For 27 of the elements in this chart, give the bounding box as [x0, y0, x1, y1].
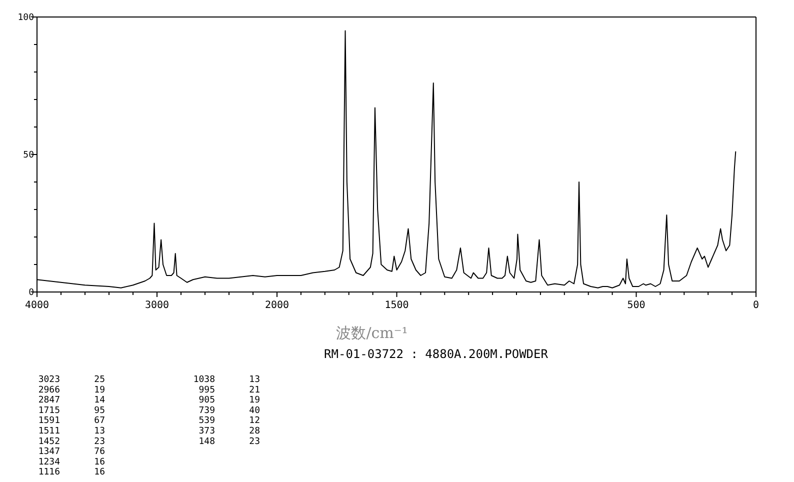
peak-table: 1511 13	[38, 426, 105, 436]
peak-table: 1116 16	[38, 468, 105, 478]
x-tick-label: 2000	[264, 300, 290, 311]
peak-table: 995 21	[198, 385, 260, 396]
peak-table: 739 40	[198, 406, 260, 416]
peak-table: 539 12	[198, 416, 260, 426]
peak-table: 3023 25	[38, 375, 105, 385]
peak-table: 1591 67	[38, 416, 105, 426]
y-tick-label: 50	[23, 150, 34, 160]
peak-table: 905 19	[198, 396, 260, 406]
peak-table: 373 28	[198, 426, 260, 436]
x-tick-label: 4000	[24, 300, 50, 311]
x-tick-label: 500	[627, 300, 646, 311]
peak-table: 1347 76	[38, 447, 105, 458]
x-tick-label: 0	[752, 300, 760, 311]
peak-table: 1452 23	[38, 436, 105, 447]
peak-table: 2966 19	[38, 385, 105, 396]
peak-table: 148 23	[198, 436, 260, 447]
peak-table: 1234 16	[38, 457, 105, 468]
peak-table: 2847 14	[38, 396, 105, 406]
x-tick-label: 3000	[144, 300, 170, 311]
y-tick-label: 100	[18, 13, 34, 23]
xlabel: 波数/cm⁻¹	[336, 324, 408, 342]
peak-table: 1038 13	[193, 375, 260, 385]
peak-table: 1715 95	[38, 406, 105, 416]
annotation: RM-01-03722 : 4880A.200M.POWDER	[324, 347, 548, 361]
x-tick-label: 1500	[384, 300, 409, 311]
